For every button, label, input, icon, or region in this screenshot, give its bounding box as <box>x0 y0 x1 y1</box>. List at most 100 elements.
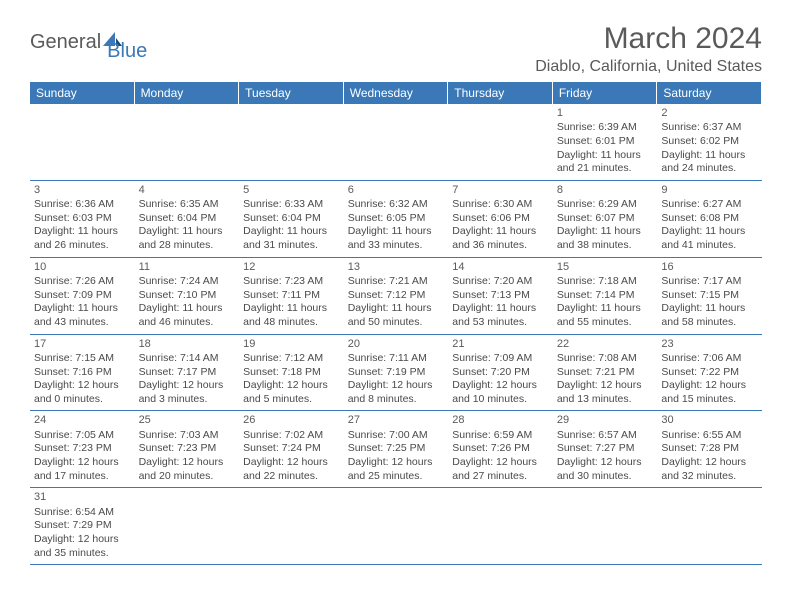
sunset-line: Sunset: 7:25 PM <box>348 442 445 456</box>
daylight-line: Daylight: 12 hours and 22 minutes. <box>243 456 340 483</box>
calendar-cell: 3Sunrise: 6:36 AMSunset: 6:03 PMDaylight… <box>30 181 135 258</box>
calendar-cell <box>135 488 240 565</box>
sunset-line: Sunset: 7:21 PM <box>557 366 654 380</box>
day-number: 28 <box>452 413 549 427</box>
sunrise-line: Sunrise: 6:32 AM <box>348 198 445 212</box>
calendar-cell: 6Sunrise: 6:32 AMSunset: 6:05 PMDaylight… <box>344 181 449 258</box>
weekday-header: Thursday <box>448 82 553 104</box>
logo-text-blue: Blue <box>107 40 147 63</box>
sunrise-line: Sunrise: 6:57 AM <box>557 429 654 443</box>
sunrise-line: Sunrise: 7:05 AM <box>34 429 131 443</box>
calendar-cell <box>344 104 449 181</box>
day-number: 22 <box>557 337 654 351</box>
sunrise-line: Sunrise: 6:59 AM <box>452 429 549 443</box>
logo: General Blue <box>30 22 147 63</box>
sunset-line: Sunset: 6:05 PM <box>348 212 445 226</box>
daylight-line: Daylight: 11 hours and 41 minutes. <box>661 225 758 252</box>
sunset-line: Sunset: 7:14 PM <box>557 289 654 303</box>
weekday-header: Sunday <box>30 82 135 104</box>
calendar-cell: 19Sunrise: 7:12 AMSunset: 7:18 PMDayligh… <box>239 335 344 412</box>
calendar-cell: 25Sunrise: 7:03 AMSunset: 7:23 PMDayligh… <box>135 411 240 488</box>
calendar-cell: 20Sunrise: 7:11 AMSunset: 7:19 PMDayligh… <box>344 335 449 412</box>
sunrise-line: Sunrise: 7:09 AM <box>452 352 549 366</box>
header: General Blue March 2024 Diablo, Californ… <box>30 22 762 76</box>
day-number: 15 <box>557 260 654 274</box>
daylight-line: Daylight: 12 hours and 35 minutes. <box>34 533 131 560</box>
sunset-line: Sunset: 7:17 PM <box>139 366 236 380</box>
sunset-line: Sunset: 7:10 PM <box>139 289 236 303</box>
day-number: 18 <box>139 337 236 351</box>
sunrise-line: Sunrise: 6:35 AM <box>139 198 236 212</box>
day-number: 31 <box>34 490 131 504</box>
calendar-cell: 4Sunrise: 6:35 AMSunset: 6:04 PMDaylight… <box>135 181 240 258</box>
sunrise-line: Sunrise: 6:36 AM <box>34 198 131 212</box>
sunset-line: Sunset: 6:03 PM <box>34 212 131 226</box>
day-number: 20 <box>348 337 445 351</box>
daylight-line: Daylight: 12 hours and 30 minutes. <box>557 456 654 483</box>
calendar-cell: 16Sunrise: 7:17 AMSunset: 7:15 PMDayligh… <box>657 258 762 335</box>
calendar-cell <box>344 488 449 565</box>
sunset-line: Sunset: 7:22 PM <box>661 366 758 380</box>
calendar-cell: 23Sunrise: 7:06 AMSunset: 7:22 PMDayligh… <box>657 335 762 412</box>
weekday-header: Tuesday <box>239 82 344 104</box>
daylight-line: Daylight: 11 hours and 36 minutes. <box>452 225 549 252</box>
calendar-cell: 7Sunrise: 6:30 AMSunset: 6:06 PMDaylight… <box>448 181 553 258</box>
title-block: March 2024 Diablo, California, United St… <box>535 22 762 76</box>
day-number: 11 <box>139 260 236 274</box>
calendar-cell: 26Sunrise: 7:02 AMSunset: 7:24 PMDayligh… <box>239 411 344 488</box>
sunrise-line: Sunrise: 6:33 AM <box>243 198 340 212</box>
sunset-line: Sunset: 7:16 PM <box>34 366 131 380</box>
day-number: 30 <box>661 413 758 427</box>
daylight-line: Daylight: 11 hours and 50 minutes. <box>348 302 445 329</box>
sunrise-line: Sunrise: 7:06 AM <box>661 352 758 366</box>
daylight-line: Daylight: 12 hours and 5 minutes. <box>243 379 340 406</box>
sunrise-line: Sunrise: 6:37 AM <box>661 121 758 135</box>
daylight-line: Daylight: 11 hours and 28 minutes. <box>139 225 236 252</box>
calendar-cell: 30Sunrise: 6:55 AMSunset: 7:28 PMDayligh… <box>657 411 762 488</box>
daylight-line: Daylight: 11 hours and 38 minutes. <box>557 225 654 252</box>
day-number: 25 <box>139 413 236 427</box>
day-number: 21 <box>452 337 549 351</box>
sunset-line: Sunset: 7:26 PM <box>452 442 549 456</box>
sunset-line: Sunset: 7:23 PM <box>34 442 131 456</box>
calendar-cell: 24Sunrise: 7:05 AMSunset: 7:23 PMDayligh… <box>30 411 135 488</box>
sunset-line: Sunset: 7:13 PM <box>452 289 549 303</box>
calendar-cell: 8Sunrise: 6:29 AMSunset: 6:07 PMDaylight… <box>553 181 658 258</box>
daylight-line: Daylight: 12 hours and 0 minutes. <box>34 379 131 406</box>
daylight-line: Daylight: 12 hours and 27 minutes. <box>452 456 549 483</box>
sunset-line: Sunset: 7:12 PM <box>348 289 445 303</box>
day-number: 7 <box>452 183 549 197</box>
day-number: 8 <box>557 183 654 197</box>
calendar-cell: 21Sunrise: 7:09 AMSunset: 7:20 PMDayligh… <box>448 335 553 412</box>
sunrise-line: Sunrise: 7:23 AM <box>243 275 340 289</box>
daylight-line: Daylight: 12 hours and 17 minutes. <box>34 456 131 483</box>
daylight-line: Daylight: 12 hours and 10 minutes. <box>452 379 549 406</box>
location: Diablo, California, United States <box>535 58 762 76</box>
daylight-line: Daylight: 12 hours and 32 minutes. <box>661 456 758 483</box>
sunrise-line: Sunrise: 7:15 AM <box>34 352 131 366</box>
day-number: 10 <box>34 260 131 274</box>
calendar-cell: 18Sunrise: 7:14 AMSunset: 7:17 PMDayligh… <box>135 335 240 412</box>
daylight-line: Daylight: 12 hours and 15 minutes. <box>661 379 758 406</box>
calendar-cell: 2Sunrise: 6:37 AMSunset: 6:02 PMDaylight… <box>657 104 762 181</box>
sunrise-line: Sunrise: 7:24 AM <box>139 275 236 289</box>
sunrise-line: Sunrise: 7:02 AM <box>243 429 340 443</box>
sunrise-line: Sunrise: 7:26 AM <box>34 275 131 289</box>
calendar-cell: 22Sunrise: 7:08 AMSunset: 7:21 PMDayligh… <box>553 335 658 412</box>
day-number: 12 <box>243 260 340 274</box>
calendar-cell <box>30 104 135 181</box>
sunset-line: Sunset: 7:28 PM <box>661 442 758 456</box>
calendar-cell: 10Sunrise: 7:26 AMSunset: 7:09 PMDayligh… <box>30 258 135 335</box>
sunset-line: Sunset: 7:18 PM <box>243 366 340 380</box>
day-number: 2 <box>661 106 758 120</box>
sunrise-line: Sunrise: 7:08 AM <box>557 352 654 366</box>
day-number: 6 <box>348 183 445 197</box>
day-number: 3 <box>34 183 131 197</box>
weekday-header: Saturday <box>657 82 762 104</box>
calendar-cell <box>657 488 762 565</box>
sunset-line: Sunset: 6:04 PM <box>139 212 236 226</box>
logo-text-general: General <box>30 31 101 54</box>
calendar-cell: 12Sunrise: 7:23 AMSunset: 7:11 PMDayligh… <box>239 258 344 335</box>
day-number: 19 <box>243 337 340 351</box>
sunset-line: Sunset: 7:23 PM <box>139 442 236 456</box>
